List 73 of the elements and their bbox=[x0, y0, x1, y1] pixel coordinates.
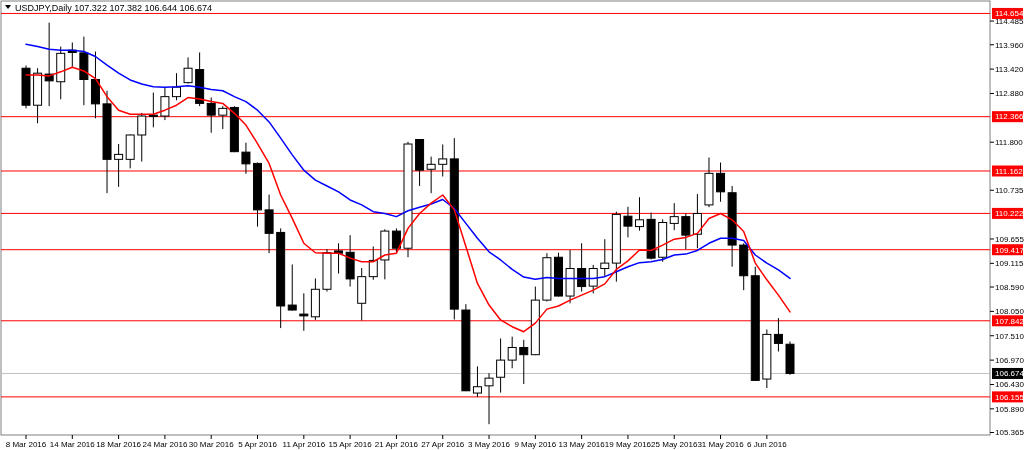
y-tick-label: 114.485 bbox=[995, 16, 1024, 26]
candlestick bbox=[264, 194, 274, 254]
candlestick bbox=[287, 263, 297, 311]
x-tick-label: 21 Apr 2016 bbox=[374, 439, 419, 449]
candlestick bbox=[669, 202, 679, 231]
candlestick bbox=[484, 372, 494, 425]
ref-line-label: 114.654 bbox=[995, 9, 1024, 19]
candlestick bbox=[519, 339, 529, 385]
x-tick-label: 19 May 2016 bbox=[604, 439, 652, 449]
x-tick-label: 13 May 2016 bbox=[558, 439, 606, 449]
ref-line-label: 107.842 bbox=[995, 316, 1024, 326]
candlestick bbox=[472, 365, 482, 398]
candlestick bbox=[206, 97, 216, 134]
candlestick bbox=[577, 242, 587, 293]
x-tick-label: 3 May 2016 bbox=[468, 439, 511, 449]
candlestick bbox=[426, 156, 436, 194]
x-tick-label: 24 Mar 2016 bbox=[142, 439, 188, 449]
candlestick bbox=[183, 56, 193, 85]
candlestick bbox=[137, 112, 147, 163]
candlestick bbox=[635, 196, 645, 232]
ref-line-label: 109.417 bbox=[995, 245, 1024, 255]
ref-line-label: 106.155 bbox=[995, 392, 1024, 402]
candlestick bbox=[681, 212, 691, 250]
candlestick bbox=[171, 72, 181, 101]
x-tick-label: 8 Mar 2016 bbox=[5, 439, 47, 449]
candlestick bbox=[148, 92, 158, 128]
y-tick-label: 108.050 bbox=[995, 307, 1024, 317]
candlestick bbox=[716, 162, 726, 203]
ref-line-label: 111.162 bbox=[995, 166, 1024, 176]
candlestick bbox=[600, 238, 610, 278]
y-tick-label: 108.590 bbox=[995, 282, 1024, 292]
x-tick-label: 18 Mar 2016 bbox=[96, 439, 142, 449]
x-tick-label: 27 Apr 2016 bbox=[421, 439, 465, 449]
candlestick bbox=[218, 105, 228, 130]
candlestick bbox=[368, 245, 378, 281]
x-tick-label: 25 May 2016 bbox=[651, 439, 698, 449]
chart-title: USDJPY,Daily 107.322 107.382 106.644 106.674 bbox=[15, 3, 212, 14]
y-tick-label: 112.880 bbox=[995, 89, 1024, 99]
x-tick-label: 14 Mar 2016 bbox=[49, 439, 96, 449]
y-tick-label: 106.430 bbox=[995, 380, 1024, 390]
y-tick-label: 109.655 bbox=[995, 234, 1024, 244]
candlestick bbox=[496, 337, 506, 394]
x-tick-label: 15 Apr 2016 bbox=[328, 439, 373, 449]
x-tick-label: 31 May 2016 bbox=[697, 439, 745, 449]
candlestick bbox=[241, 142, 251, 175]
candlestick bbox=[588, 264, 598, 294]
y-tick-label: 107.510 bbox=[995, 331, 1024, 341]
candlestick bbox=[507, 336, 517, 369]
ref-line-label: 106.674 bbox=[995, 369, 1024, 379]
ref-line-label: 110.222 bbox=[995, 209, 1024, 219]
x-tick-label: 11 Apr 2016 bbox=[282, 439, 326, 449]
y-tick-label: 113.960 bbox=[995, 40, 1024, 50]
candlestick bbox=[438, 143, 448, 177]
candlestick bbox=[773, 317, 783, 353]
y-tick-label: 105.890 bbox=[995, 404, 1024, 414]
candlestick bbox=[44, 22, 54, 107]
x-tick-label: 9 May 2016 bbox=[514, 439, 557, 449]
x-tick-label: 6 Jun 2016 bbox=[747, 439, 788, 449]
candlestick bbox=[391, 227, 401, 254]
y-tick-label: 111.800 bbox=[995, 138, 1024, 148]
ref-line-label: 112.366 bbox=[995, 112, 1024, 122]
candlestick bbox=[692, 193, 702, 249]
y-tick-label: 105.365 bbox=[995, 428, 1024, 438]
candlestick bbox=[114, 143, 124, 188]
x-tick-label: 30 Mar 2016 bbox=[188, 439, 235, 449]
candlestick bbox=[160, 86, 170, 121]
y-tick-label: 109.115 bbox=[995, 259, 1024, 269]
y-tick-label: 106.970 bbox=[995, 355, 1024, 365]
candlestick bbox=[299, 292, 309, 332]
candlestick bbox=[623, 206, 633, 238]
y-tick-label: 110.735 bbox=[995, 186, 1024, 196]
y-tick-label: 113.420 bbox=[995, 64, 1024, 74]
x-tick-label: 5 Apr 2016 bbox=[238, 439, 278, 449]
